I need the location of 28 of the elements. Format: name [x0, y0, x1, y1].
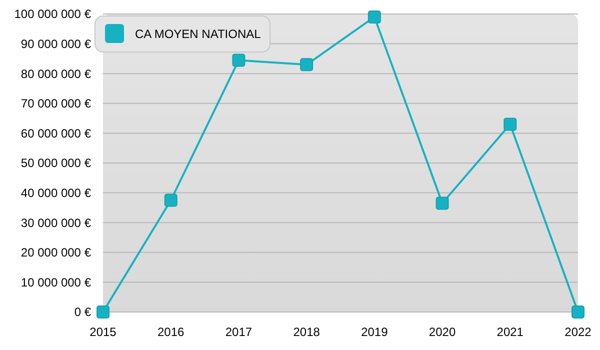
x-tick-label: 2021: [496, 325, 524, 339]
x-tick-label: 2019: [361, 325, 388, 339]
y-tick-label: 40 000 000 €: [20, 186, 92, 200]
point: [572, 306, 584, 318]
y-tick-label: 90 000 000 €: [20, 37, 92, 51]
legend-label: CA MOYEN NATIONAL: [135, 27, 262, 42]
point: [436, 196, 449, 210]
x-tick-label: 2017: [225, 325, 252, 339]
point: [96, 306, 110, 318]
point: [232, 54, 246, 67]
x-tick-label: 2022: [564, 325, 592, 339]
x-tick-label: 2016: [158, 325, 185, 339]
y-tick-label: 100 000 000 €: [14, 7, 92, 22]
point: [504, 118, 517, 131]
point: [300, 58, 314, 72]
y-tick-label: 80 000 000 €: [20, 66, 92, 81]
x-tick-label: 2020: [428, 325, 456, 339]
y-tick-label: 50 000 000 €: [20, 156, 92, 170]
x-tick-label: 2018: [293, 325, 320, 339]
y-tick-label: 20 000 000 €: [20, 246, 92, 260]
y-tick-label: 10 000 000 €: [20, 275, 92, 290]
y-tick-label: 30 000 000 €: [20, 216, 92, 230]
y-tick-label: 70 000 000 €: [20, 96, 92, 111]
point: [164, 194, 178, 207]
y-tick-label: 0 €: [74, 305, 92, 320]
x-tick-label: 2015: [90, 325, 117, 339]
y-tick-label: 60 000 000 €: [20, 126, 92, 140]
point: [368, 10, 381, 24]
